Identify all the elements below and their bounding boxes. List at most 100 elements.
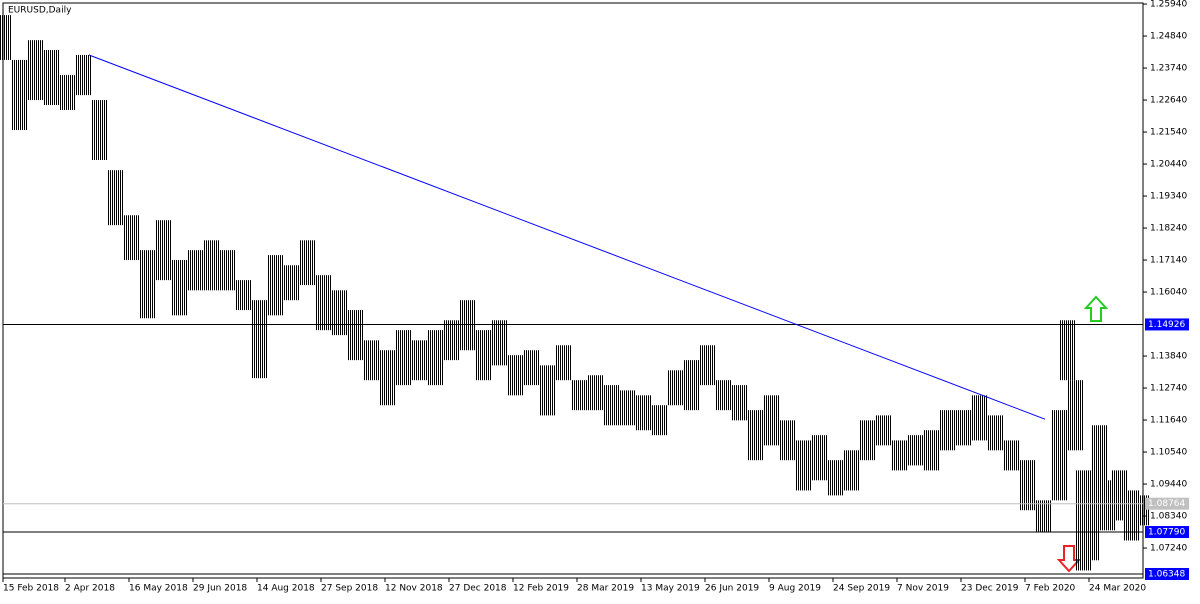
price-bar	[299, 240, 315, 286]
price-bar	[1035, 500, 1051, 533]
x-tick-label: 26 Jun 2019	[705, 584, 759, 594]
price-bar	[619, 390, 635, 426]
level-label: 1.08764	[1148, 499, 1185, 509]
price-bar	[571, 380, 587, 411]
level-label: 1.14926	[1148, 320, 1185, 330]
price-bar	[123, 215, 139, 261]
price-bar	[955, 410, 971, 446]
trend-line	[88, 54, 1046, 420]
price-bar	[779, 420, 795, 461]
x-tick-label: 27 Sep 2018	[321, 584, 378, 594]
price-bar	[1091, 425, 1107, 491]
price-bar	[1059, 320, 1075, 381]
price-bar	[491, 320, 507, 366]
price-bar	[939, 410, 955, 451]
x-tick-label: 28 Mar 2019	[577, 584, 634, 594]
price-bar	[907, 435, 923, 466]
price-bar	[59, 75, 75, 110]
x-tick-label: 2 Apr 2018	[65, 584, 115, 594]
price-bar	[667, 370, 683, 406]
x-tick-label: 29 Jun 2018	[193, 584, 247, 594]
price-bar	[987, 415, 1003, 451]
price-bar	[203, 240, 219, 291]
price-bar	[1051, 410, 1067, 501]
y-tick-label: 1.23740	[1150, 64, 1187, 74]
x-tick-label: 16 May 2018	[129, 584, 188, 594]
plot-frame	[2, 2, 1144, 579]
price-bar	[715, 380, 731, 411]
y-tick-label: 1.10540	[1150, 448, 1187, 458]
price-bar	[155, 220, 171, 281]
price-bar	[347, 310, 363, 361]
x-tick-label: 12 Feb 2019	[513, 584, 569, 594]
price-bar	[523, 350, 539, 386]
price-bar	[827, 460, 843, 496]
price-bar	[363, 340, 379, 381]
price-bar	[1067, 380, 1083, 451]
price-bar	[107, 170, 123, 226]
price-bar	[923, 430, 939, 471]
x-tick-label: 14 Aug 2018	[257, 584, 315, 594]
y-tick-label: 1.12740	[1150, 384, 1187, 394]
y-tick-label: 1.25940	[1150, 0, 1187, 10]
price-bar	[411, 340, 427, 381]
y-tick-label: 1.17140	[1150, 256, 1187, 266]
price-bar	[555, 345, 571, 381]
x-tick-label: 12 Nov 2018	[385, 584, 443, 594]
x-tick-label: 7 Nov 2019	[897, 584, 949, 594]
price-bar	[651, 405, 667, 436]
y-tick-label: 1.19340	[1150, 192, 1187, 202]
price-bar	[11, 59, 27, 131]
y-tick-label: 1.08340	[1150, 512, 1187, 522]
level-label: 1.06348	[1148, 569, 1185, 579]
price-bar	[763, 395, 779, 446]
x-tick-label: 24 Mar 2020	[1089, 584, 1146, 594]
y-tick-label: 1.07240	[1150, 544, 1187, 554]
y-tick-label: 1.09440	[1150, 480, 1187, 490]
y-tick-label: 1.13840	[1150, 352, 1187, 362]
price-bar	[459, 300, 475, 351]
price-bar	[635, 395, 651, 431]
price-bar	[331, 290, 347, 336]
level-box	[1145, 567, 1189, 580]
price-bar	[699, 345, 715, 386]
price-bar	[251, 300, 267, 379]
x-tick-label: 24 Sep 2019	[833, 584, 890, 594]
price-bar	[1003, 440, 1019, 471]
price-bar	[43, 50, 59, 106]
price-bar	[75, 54, 91, 96]
level-box	[1145, 526, 1189, 539]
chart-title: EURUSD,Daily	[8, 6, 72, 16]
price-bar	[475, 330, 491, 381]
price-bar	[283, 265, 299, 301]
y-tick-label: 1.16040	[1150, 288, 1187, 298]
price-bar	[891, 440, 907, 471]
x-tick-label: 15 Feb 2018	[3, 584, 59, 594]
price-bar	[971, 395, 987, 441]
price-bar	[795, 440, 811, 491]
price-bar	[683, 360, 699, 411]
x-tick-label: 27 Dec 2018	[449, 584, 507, 594]
price-bar	[603, 385, 619, 426]
price-bar	[875, 415, 891, 446]
x-tick-label: 13 May 2019	[641, 584, 700, 594]
price-bar	[1019, 460, 1035, 511]
price-bar	[267, 255, 283, 316]
x-tick-label: 7 Feb 2020	[1025, 584, 1076, 594]
price-bar	[0, 15, 11, 60]
y-tick-label: 1.22640	[1150, 96, 1187, 106]
x-tick-label: 23 Dec 2019	[961, 584, 1019, 594]
price-bar	[219, 250, 235, 291]
y-tick-label: 1.11640	[1150, 416, 1187, 426]
price-bar	[859, 420, 875, 461]
price-bar	[379, 350, 395, 406]
price-bar	[427, 330, 443, 386]
price-bar	[171, 260, 187, 316]
price-bar	[91, 100, 107, 160]
price-bar	[235, 280, 251, 311]
level-box	[1145, 497, 1189, 510]
price-bar	[507, 355, 523, 396]
price-bar	[27, 40, 43, 101]
y-tick-label: 1.21540	[1150, 128, 1187, 138]
price-bar	[731, 385, 747, 421]
